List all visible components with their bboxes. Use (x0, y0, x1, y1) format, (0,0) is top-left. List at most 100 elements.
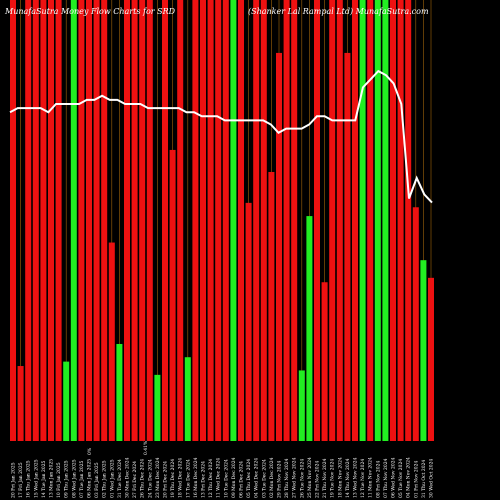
bar-down (291, 0, 298, 441)
x-tick-label: 27 Fri Dec 2024 (132, 461, 138, 498)
bar-up (63, 361, 70, 441)
bar-down (238, 0, 244, 441)
x-tick-label: 22 Fri Nov 2024 (315, 460, 321, 498)
x-tick-label: 18 Mon Nov 2024 (337, 457, 343, 498)
bar-down (177, 0, 184, 441)
x-tick-label: 31 Tue Dec 2024 (117, 459, 123, 498)
x-tick-label: 08 Fri Nov 2024 (375, 460, 381, 498)
x-tick-label: 03 Fri Jan 2025 (94, 462, 100, 498)
x-tick-label: 14 Thu Nov 2024 (345, 458, 351, 498)
x-tick-label: 08 Wed Jan 2025 (71, 459, 77, 498)
bar-down (412, 207, 419, 441)
bar-down (245, 202, 252, 441)
bar-up (382, 0, 389, 441)
bar-down (390, 0, 396, 441)
bar-down (222, 0, 229, 441)
x-tick-label: 01 Wed Jan 2025 (109, 459, 115, 498)
x-tick-label: 23 Mon Dec 2024 (155, 457, 161, 498)
x-tick-label: 02 Thu Jan 2025 (102, 460, 108, 498)
x-tick-label: 12 Tue Nov 2024 (360, 459, 366, 498)
bar-down (260, 0, 267, 441)
x-tick-label: 19 Thu Dec 2024 (170, 459, 176, 498)
bar-down (428, 277, 434, 441)
chart-title-right: (Shanker Lal Rampal Ltd) MunafaSutra.com (248, 7, 429, 16)
x-tick-label: 11 Wed Dec 2024 (216, 458, 222, 498)
bar-down (32, 0, 39, 441)
bar-down (131, 0, 138, 441)
x-tick-label: 26 Tue Nov 2024 (299, 459, 305, 498)
x-tick-label: 13 Wed Nov 2024 (353, 457, 359, 498)
x-tick-label: 30 Mon Dec 2024 (125, 457, 131, 498)
x-tick-label: 07 Thu Nov 2024 (383, 458, 389, 498)
x-tick-label: 09 Thu Jan 2025 (64, 460, 70, 498)
bar-down (253, 0, 260, 441)
line-layer (9, 69, 433, 204)
x-tick-label: 25 Mon Nov 2024 (307, 457, 313, 498)
x-tick-label: 17 Fri Jan 2025 (18, 462, 24, 498)
bar-down (17, 366, 24, 441)
x-tick-label: 29 Fri Nov 2024 (277, 460, 283, 498)
bar-down (283, 0, 290, 441)
x-tick-label: 17 Tue Dec 2024 (185, 459, 191, 498)
bar-down (200, 0, 206, 441)
bar-down (405, 0, 412, 441)
bar-down (93, 0, 100, 441)
x-tick-label: 13 Mon Jan 2025 (49, 459, 55, 498)
x-tick-label: 21 Thu Nov 2024 (322, 458, 328, 498)
x-tick-label: 15 Wed Jan 2025 (33, 459, 39, 498)
bar-down (10, 0, 16, 441)
bar-down (40, 0, 47, 441)
bar-down (336, 0, 343, 441)
bar-down (108, 242, 115, 441)
bar-up (359, 0, 366, 441)
x-tick-label: 07 Tue Jan 2025 (79, 460, 85, 498)
x-tick-label: 24 Tue Dec 2024 (147, 459, 153, 498)
bar-up (230, 0, 237, 441)
bar-down (162, 0, 168, 441)
bar-down (276, 52, 282, 442)
bar-down (55, 0, 62, 441)
x-tick-label: 02 Mon Dec 2024 (269, 457, 275, 498)
x-tick-label: 06 Mon Jan 2025 (87, 459, 93, 498)
bar-down (344, 52, 351, 442)
x-tick-label: 16 Mon Dec 2024 (193, 457, 199, 498)
x-tick-label: 09 Mon Dec 2024 (231, 457, 237, 498)
x-tick-label: 05 Tue Nov 2024 (398, 459, 404, 498)
x-tick-label: 05 Thu Dec 2024 (246, 459, 252, 498)
x-tick-label: 13 Fri Dec 2024 (201, 461, 207, 498)
x-tick-label: 14 Tue Jan 2025 (41, 460, 47, 498)
bar-up (374, 0, 381, 441)
extra-tick-label-1: 0% (87, 447, 93, 455)
x-tick-label: 20 Fri Jan 2025 (11, 462, 17, 498)
extra-tick-label-2: 0.41% (143, 440, 149, 455)
x-tick-label: 10 Fri Jan 2025 (56, 462, 62, 498)
money-flow-line (9, 69, 433, 204)
bar-layer (10, 0, 434, 442)
bar-down (397, 0, 404, 441)
x-tick-label: 19 Tue Nov 2024 (330, 459, 336, 498)
bar-down (329, 0, 336, 441)
x-tick-label: 04 Wed Dec 2024 (254, 458, 260, 498)
bar-down (367, 0, 374, 441)
x-tick-label: 18 Wed Dec 2024 (178, 458, 184, 498)
bar-up (306, 216, 313, 441)
bar-down (78, 0, 85, 441)
x-tick-label: 31 Thu Oct 2024 (421, 460, 427, 498)
bar-up (70, 0, 77, 441)
bar-down (268, 171, 275, 442)
x-tick-label: 28 Thu Nov 2024 (284, 458, 290, 498)
bar-up (298, 370, 305, 441)
bar-down (139, 0, 146, 441)
bar-down (169, 149, 176, 441)
x-tick-label: 06 Fri Dec 2024 (239, 461, 245, 498)
bar-up (420, 260, 427, 441)
bar-up (184, 357, 191, 441)
bar-down (124, 0, 130, 441)
x-tick-label: 20 Fri Dec 2024 (163, 461, 169, 498)
bar-down (314, 0, 320, 441)
x-tick-label: 16 Thu Jan 2025 (26, 460, 32, 498)
x-tick-label: 12 Thu Dec 2024 (208, 459, 214, 498)
x-tick-label: 01 Fri Nov 2024 (413, 460, 419, 498)
chart-title-left: MunafaSutra Money Flow Charts for SRD (4, 7, 176, 16)
